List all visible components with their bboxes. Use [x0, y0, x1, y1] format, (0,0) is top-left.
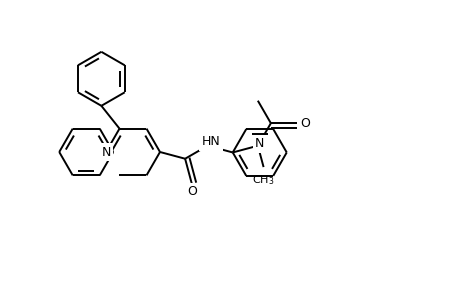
Text: HN: HN [201, 135, 219, 148]
Text: CH$_3$: CH$_3$ [252, 173, 274, 187]
Text: O: O [186, 185, 196, 198]
Text: O: O [299, 117, 309, 130]
Text: N: N [101, 146, 111, 158]
Text: N: N [255, 137, 264, 150]
